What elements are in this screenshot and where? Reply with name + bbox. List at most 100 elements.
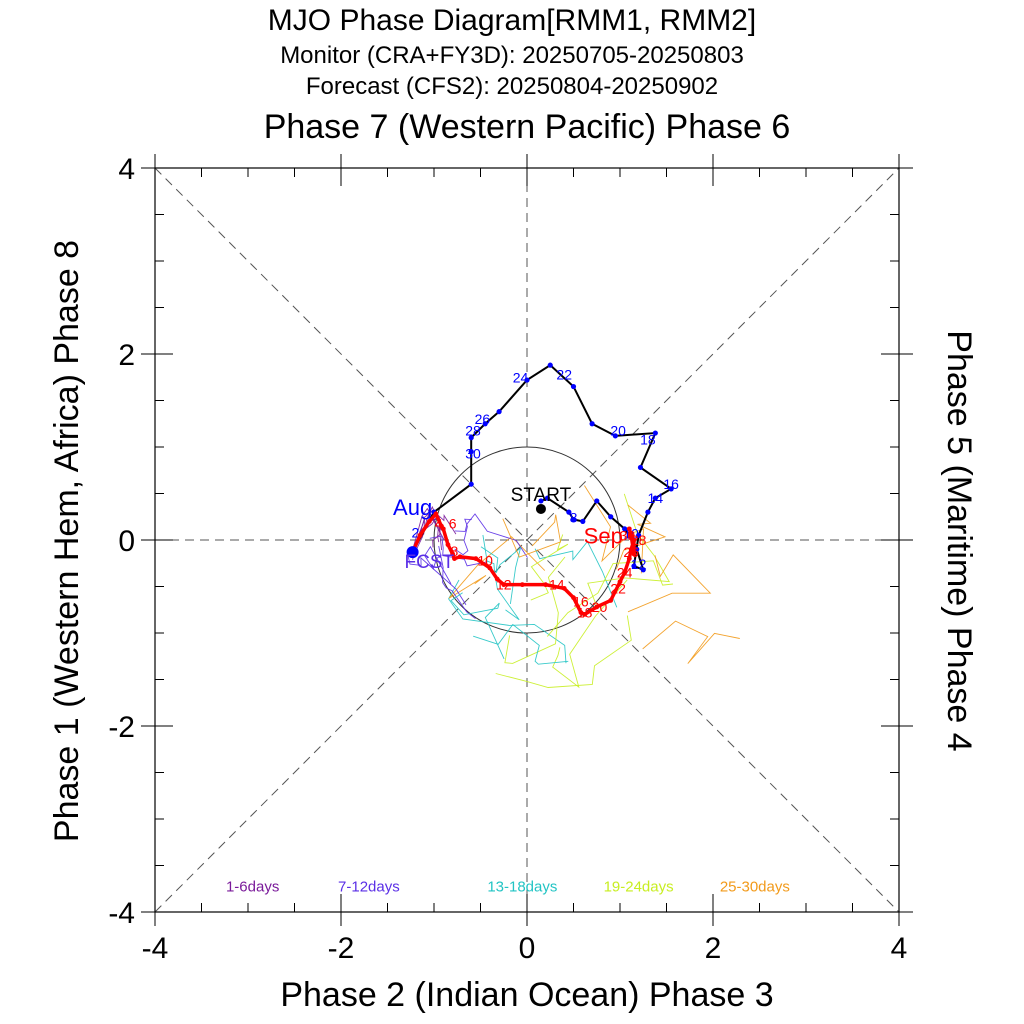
forecast-point-label: 26 xyxy=(623,544,639,560)
monitor-point-label: 8 xyxy=(570,510,578,526)
monitor-point xyxy=(652,495,658,501)
sep-label: Sep xyxy=(584,524,623,549)
monitor-point-label: 12 xyxy=(631,556,647,572)
x-tick-label: -4 xyxy=(142,932,169,965)
forecast-point xyxy=(631,551,637,557)
y-tick-label: -2 xyxy=(108,711,135,744)
forecast-point xyxy=(450,551,455,557)
ensemble-member-line xyxy=(615,504,667,570)
forecast-point xyxy=(571,595,576,601)
forecast-point-label: 6 xyxy=(449,515,457,531)
start-marker xyxy=(535,503,546,514)
forecast-point xyxy=(578,610,584,615)
monitor-point xyxy=(612,433,618,439)
legend-entry: 25-30days xyxy=(720,879,790,896)
monitor-point xyxy=(544,495,551,501)
ensemble-member-line xyxy=(530,534,569,601)
chart-title: MJO Phase Diagram[RMM1, RMM2] xyxy=(268,4,756,37)
ensemble-member-line xyxy=(450,592,505,660)
ensemble-member-line xyxy=(407,553,467,606)
forecast-point xyxy=(628,532,634,538)
forecast-point-label: 18 xyxy=(577,605,593,621)
forecast-point xyxy=(582,612,588,617)
x-tick-label: 4 xyxy=(891,932,908,965)
monitor-point xyxy=(524,377,530,383)
forecast-point xyxy=(519,582,525,588)
monitor-point xyxy=(589,421,595,427)
forecast-point xyxy=(452,556,457,561)
monitor-point-label: 18 xyxy=(640,432,656,448)
monitor-end-marker xyxy=(406,546,419,559)
monitor-point xyxy=(645,509,651,515)
monitor-point xyxy=(668,486,674,492)
ensemble-member-line xyxy=(495,615,632,688)
forecast-point xyxy=(501,582,507,588)
ensemble-member-line xyxy=(448,579,567,664)
ensemble-member-line xyxy=(546,560,674,637)
monitor-point xyxy=(636,532,642,538)
y-tick-label: 2 xyxy=(118,339,135,372)
forecast-point-label: 10 xyxy=(477,552,493,568)
forecast-point-label: 4 xyxy=(435,515,443,531)
legend-entry: 13-18days xyxy=(487,879,557,896)
y-tick-label: 0 xyxy=(118,525,135,558)
monitor-point xyxy=(580,518,586,525)
monitor-line xyxy=(411,363,674,572)
plot-area: -4-2024-4-202481012141618202224262830246… xyxy=(108,153,913,965)
forecast-point xyxy=(440,526,446,532)
forecast-point-label: 8 xyxy=(451,543,459,559)
forecast-point xyxy=(617,579,623,585)
monitor-point xyxy=(622,526,628,532)
forecast-point xyxy=(594,604,600,610)
aug-label: Aug xyxy=(393,495,432,520)
forecast-point xyxy=(473,556,479,561)
forecast-point xyxy=(608,598,614,603)
ensemble-member-line xyxy=(642,620,740,664)
monitor-point xyxy=(482,421,488,427)
forecast-point-label: 12 xyxy=(496,577,512,593)
monitor-point xyxy=(640,567,646,573)
monitor-point xyxy=(631,563,637,569)
ensemble-member-line xyxy=(504,556,566,664)
monitor-point xyxy=(547,362,553,368)
forecast-point xyxy=(622,570,628,575)
forecast-point xyxy=(626,556,632,561)
forecast-point xyxy=(445,542,451,548)
phase-diagonal-line xyxy=(154,167,900,913)
forecast-point-label: 16 xyxy=(573,593,589,609)
forecast-point xyxy=(426,519,432,524)
forecast-point xyxy=(628,546,634,552)
monitor-point-label: 26 xyxy=(475,411,491,427)
monitor-point-label: 20 xyxy=(610,422,626,438)
ensemble-member-line xyxy=(552,579,628,689)
forecast-point-label: 24 xyxy=(617,565,633,581)
monitor-point xyxy=(566,509,572,515)
monitor-point-label: 14 xyxy=(648,490,664,506)
monitor-point xyxy=(608,514,614,520)
monitor-point xyxy=(538,498,544,504)
monitor-point xyxy=(468,449,474,455)
legend-entry: 1-6days xyxy=(226,879,279,896)
x-axis-label: Phase 2 (Indian Ocean) Phase 3 xyxy=(280,976,773,1014)
forecast-point xyxy=(631,537,637,543)
forecast-point xyxy=(494,576,500,582)
chart-subtitle-forecast: Forecast (CFS2): 20250804-20250902 xyxy=(306,73,718,100)
ensemble-member-line xyxy=(480,546,522,604)
monitor-point xyxy=(652,430,658,436)
y-axis-label: Phase 1 (Western Hem, Africa) Phase 8 xyxy=(48,240,86,842)
chart-subtitle-monitor: Monitor (CRA+FY3D): 20250705-20250803 xyxy=(280,42,744,69)
y-tick-label: 4 xyxy=(118,153,135,186)
forecast-point-label: 20 xyxy=(592,599,608,615)
monitor-point xyxy=(468,435,474,441)
ensemble-member-line xyxy=(534,540,618,608)
forecast-point xyxy=(417,532,423,538)
x-tick-label: 0 xyxy=(519,932,536,965)
ensemble-member-line xyxy=(438,545,476,620)
legend-entry: 7-12days xyxy=(338,879,400,896)
forecast-point-label: 30 xyxy=(620,527,636,543)
ensemble-member-line xyxy=(627,554,712,613)
ensemble-member-line xyxy=(473,623,569,665)
ensemble-member-line xyxy=(454,513,528,558)
forecast-point xyxy=(487,565,493,571)
